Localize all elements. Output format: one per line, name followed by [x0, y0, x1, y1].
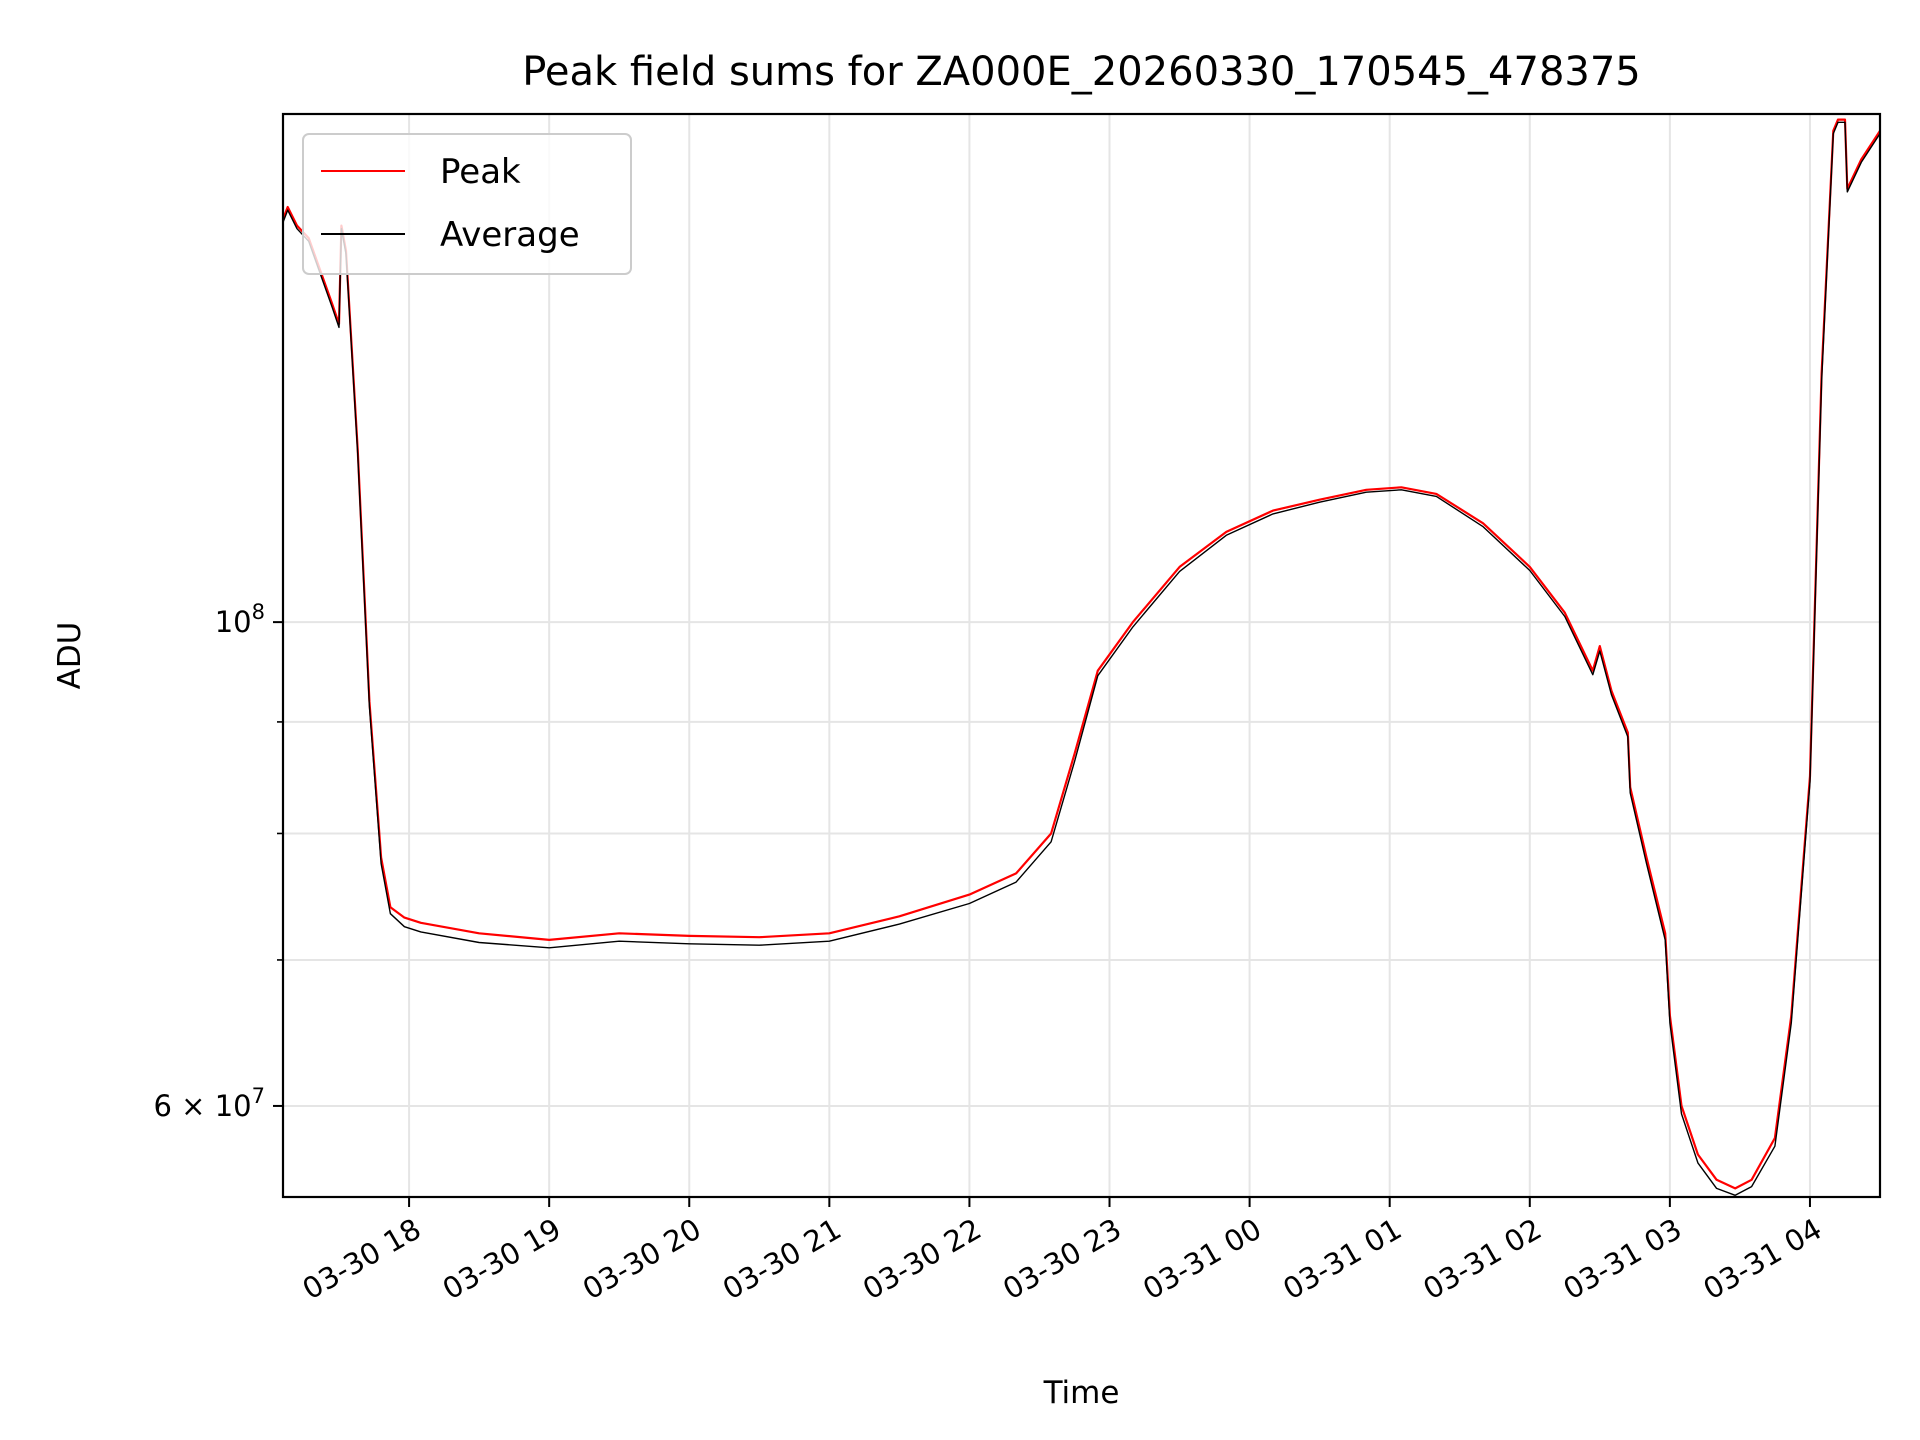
chart-title: Peak field sums for ZA000E_20260330_1705…: [522, 49, 1641, 95]
y-axis-label: ADU: [52, 622, 88, 690]
y-tick-base: 10: [215, 605, 252, 639]
series-line-average: [283, 121, 1880, 1197]
y-tick-exponent: 7: [252, 1084, 265, 1108]
y-tick-mantissa: 6: [154, 1089, 172, 1123]
legend-box: [302, 133, 632, 275]
legend-label-average: Average: [440, 215, 580, 255]
y-tick-base: 10: [215, 1089, 252, 1123]
y-tick-label: 108: [215, 600, 265, 639]
y-tick-label: 6 × 107: [154, 1084, 265, 1123]
plot-lines: [283, 118, 1880, 1197]
y-tick-exponent: 8: [252, 600, 265, 624]
legend-label-peak: Peak: [440, 152, 521, 192]
legend: Peak Average: [302, 133, 632, 275]
x-axis-label: Time: [1043, 1375, 1120, 1411]
grid: [283, 114, 1880, 1197]
plot-frame: [281, 112, 1882, 1199]
y-tick-times-sign: ×: [172, 1089, 215, 1123]
